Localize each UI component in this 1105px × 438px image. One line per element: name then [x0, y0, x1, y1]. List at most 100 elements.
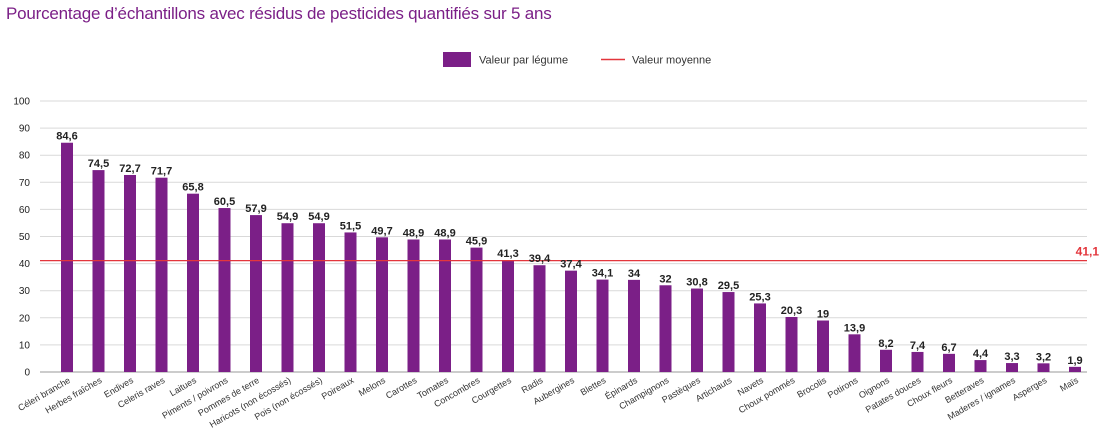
mean-value-label: 41,1 — [1076, 245, 1100, 259]
y-tick-label: 30 — [19, 286, 31, 297]
bar — [124, 174, 136, 372]
x-tick-label: Poireaux — [320, 375, 356, 402]
legend-swatch-bar — [443, 52, 471, 67]
data-label: 37,4 — [560, 259, 582, 271]
bar — [470, 247, 483, 372]
data-label: 4,4 — [973, 348, 989, 360]
bar — [376, 237, 388, 372]
data-label: 60,5 — [214, 196, 235, 208]
bar — [1037, 363, 1050, 372]
data-label: 51,5 — [340, 220, 361, 232]
data-label: 41,3 — [497, 248, 518, 260]
bar — [502, 260, 514, 372]
data-label: 48,9 — [434, 227, 455, 239]
bar — [974, 360, 987, 372]
bar — [943, 353, 955, 372]
bar — [313, 223, 325, 372]
bar — [628, 279, 640, 372]
data-label: 54,9 — [308, 211, 329, 223]
bar — [722, 292, 735, 372]
y-tick-label: 40 — [19, 259, 31, 270]
data-label: 57,9 — [245, 203, 266, 215]
bar — [439, 239, 451, 372]
legend: Valeur par légume Valeur moyenne — [443, 52, 711, 67]
y-axis-ticks: 0 10 20 30 40 50 60 70 80 90 100 — [13, 97, 30, 379]
bar — [848, 334, 861, 372]
data-label: 20,3 — [781, 305, 802, 317]
y-tick-label: 60 — [19, 205, 31, 216]
gridlines — [40, 100, 1087, 373]
bar — [565, 270, 577, 372]
x-tick-label: Potirons — [826, 375, 860, 400]
x-tick-label: Maïs — [1058, 375, 1080, 394]
bar — [61, 142, 73, 372]
legend-label-bar: Valeur par légume — [479, 55, 568, 67]
bar — [659, 285, 672, 372]
bar — [218, 208, 231, 372]
data-label: 45,9 — [466, 236, 487, 248]
data-label: 54,9 — [277, 211, 298, 223]
legend-label-mean: Valeur moyenne — [632, 55, 711, 67]
bar — [691, 288, 703, 372]
y-tick-label: 10 — [19, 340, 31, 351]
x-tick-label: Asperges — [1011, 375, 1049, 403]
data-label: 6,7 — [941, 342, 956, 354]
data-labels: 84,6 74,5 72,7 71,7 65,8 60,5 57,9 54,9 54,9 51,5… — [56, 131, 1082, 367]
y-tick-label: 50 — [19, 232, 31, 243]
bar — [880, 349, 892, 372]
data-label: 7,4 — [910, 340, 926, 352]
y-tick-label: 90 — [19, 124, 31, 135]
bars — [61, 142, 1081, 372]
bar — [1006, 363, 1018, 372]
mean-line: 41,1 — [40, 245, 1100, 262]
y-tick-label: 70 — [19, 178, 31, 189]
bar — [187, 193, 199, 372]
data-label: 34,1 — [592, 268, 613, 280]
y-tick-label: 0 — [24, 368, 30, 379]
x-tick-label: Carottes — [384, 375, 419, 401]
data-label: 25,3 — [749, 291, 770, 303]
bar — [817, 320, 829, 372]
data-label: 13,9 — [844, 322, 865, 334]
x-tick-label: Herbes fraîches — [43, 375, 103, 416]
bar — [281, 223, 294, 372]
y-tick-label: 100 — [13, 97, 30, 108]
y-tick-label: 80 — [19, 151, 31, 162]
data-label: 34 — [628, 268, 641, 280]
data-label: 19 — [817, 309, 829, 321]
x-tick-label: Brocolis — [795, 375, 828, 400]
y-tick-label: 20 — [19, 313, 31, 324]
data-label: 84,6 — [56, 131, 77, 143]
data-label: 32 — [659, 273, 671, 285]
bar — [1069, 366, 1081, 372]
data-label: 49,7 — [371, 225, 392, 237]
bar — [92, 170, 105, 372]
data-label: 71,7 — [151, 166, 172, 178]
bar — [533, 265, 546, 372]
bar — [754, 303, 766, 372]
data-label: 39,4 — [529, 253, 551, 265]
bar — [596, 279, 609, 372]
x-tick-label: Melons — [357, 375, 388, 398]
bar — [344, 232, 357, 372]
data-label: 29,5 — [718, 280, 739, 292]
bar — [911, 351, 924, 372]
data-label: 1,9 — [1067, 355, 1082, 367]
chart-title: Pourcentage d’échantillons avec résidus … — [6, 4, 552, 23]
bar — [785, 316, 798, 372]
data-label: 65,8 — [182, 182, 203, 194]
x-tick-label: Choux pommés — [737, 375, 797, 415]
data-label: 3,3 — [1004, 351, 1019, 363]
bar — [250, 215, 262, 372]
data-label: 8,2 — [878, 338, 893, 350]
bar — [407, 239, 420, 372]
x-tick-label: Artichauts — [694, 375, 734, 404]
data-label: 72,7 — [119, 163, 140, 175]
data-label: 48,9 — [403, 227, 424, 239]
data-label: 3,2 — [1036, 351, 1051, 363]
bar — [155, 177, 168, 372]
data-label: 30,8 — [686, 277, 707, 289]
data-label: 74,5 — [88, 158, 109, 170]
